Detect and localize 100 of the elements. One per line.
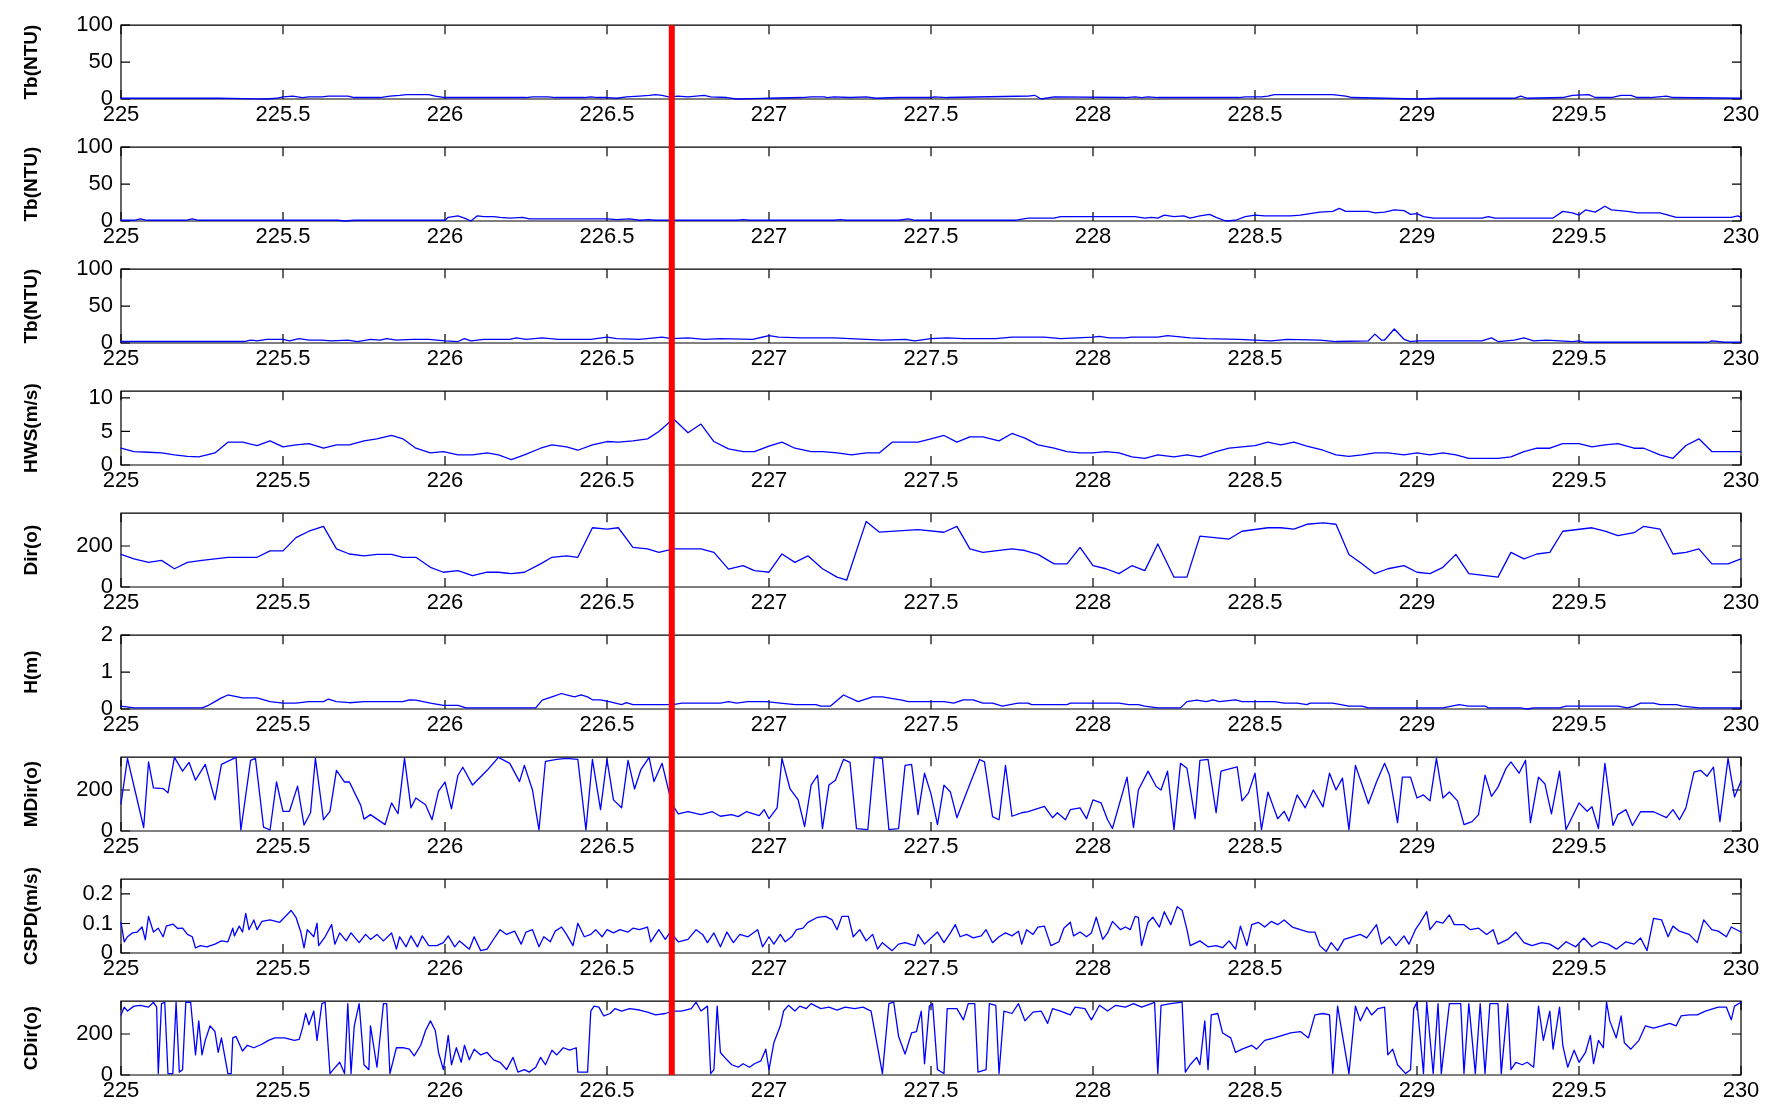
x-tick-label: 230 (1722, 711, 1760, 737)
x-tick-label: 229.5 (1551, 589, 1607, 615)
x-tick-label: 229 (1398, 589, 1436, 615)
x-tick-label: 229.5 (1551, 955, 1607, 981)
x-tick-label: 230 (1722, 833, 1760, 859)
x-tick-label: 227.5 (903, 101, 959, 127)
y-axis-title: HWS(m/s) (19, 383, 41, 473)
x-tick-label: 226 (426, 955, 464, 981)
x-tick-label: 227 (750, 467, 788, 493)
y-tick-label: 50 (88, 48, 113, 74)
x-tick-label: 229.5 (1551, 711, 1607, 737)
x-tick-label: 227 (750, 1077, 788, 1103)
x-tick-label: 227.5 (903, 589, 959, 615)
x-tick-label: 226.5 (579, 345, 635, 371)
x-tick-label: 227.5 (903, 345, 959, 371)
y-tick-label: 200 (76, 776, 113, 802)
x-tick-label: 228.5 (1227, 589, 1283, 615)
y-tick-label: 200 (76, 532, 113, 558)
x-tick-label: 225.5 (255, 711, 311, 737)
x-tick-label: 228 (1074, 101, 1112, 127)
x-tick-label: 229.5 (1551, 833, 1607, 859)
x-tick-label: 227 (750, 223, 788, 249)
x-tick-label: 225.5 (255, 833, 311, 859)
x-tick-label: 229 (1398, 955, 1436, 981)
x-tick-label: 227 (750, 711, 788, 737)
x-tick-label: 229 (1398, 711, 1436, 737)
x-tick-label: 229 (1398, 1077, 1436, 1103)
x-tick-label: 228 (1074, 833, 1112, 859)
x-tick-label: 229.5 (1551, 1077, 1607, 1103)
x-tick-label: 226 (426, 833, 464, 859)
x-tick-label: 227 (750, 101, 788, 127)
y-axis-title: CDir(o) (19, 1005, 41, 1071)
x-tick-label: 226.5 (579, 589, 635, 615)
y-tick-label: 50 (88, 170, 113, 196)
x-tick-label: 230 (1722, 1077, 1760, 1103)
x-tick-label: 229 (1398, 467, 1436, 493)
x-tick-label: 227.5 (903, 955, 959, 981)
x-tick-label: 226.5 (579, 101, 635, 127)
x-tick-label: 226 (426, 1077, 464, 1103)
x-tick-label: 226 (426, 589, 464, 615)
x-tick-label: 230 (1722, 345, 1760, 371)
y-axis-title: MDir(o) (19, 760, 41, 828)
x-tick-label: 226 (426, 223, 464, 249)
x-tick-label: 228.5 (1227, 711, 1283, 737)
x-tick-label: 229 (1398, 345, 1436, 371)
y-tick-label: 100 (76, 11, 113, 37)
x-tick-label: 228 (1074, 467, 1112, 493)
x-tick-label: 227 (750, 955, 788, 981)
x-tick-label: 229 (1398, 101, 1436, 127)
y-tick-label: 0.1 (82, 909, 113, 935)
x-tick-label: 229 (1398, 833, 1436, 859)
x-tick-label: 226 (426, 711, 464, 737)
x-tick-label: 225.5 (255, 955, 311, 981)
x-tick-label: 228.5 (1227, 467, 1283, 493)
y-axis-title: Tb(NTU) (19, 268, 41, 344)
x-tick-label: 227.5 (903, 833, 959, 859)
x-tick-label: 227.5 (903, 1077, 959, 1103)
x-tick-label: 226.5 (579, 1077, 635, 1103)
x-tick-label: 229.5 (1551, 223, 1607, 249)
x-tick-label: 228.5 (1227, 1077, 1283, 1103)
x-tick-label: 227 (750, 833, 788, 859)
x-tick-label: 225.5 (255, 101, 311, 127)
x-tick-label: 226 (426, 345, 464, 371)
y-tick-label: 200 (76, 1020, 113, 1046)
y-tick-label: 0.2 (82, 880, 113, 906)
x-tick-label: 229 (1398, 223, 1436, 249)
x-tick-label: 228 (1074, 589, 1112, 615)
x-tick-label: 226 (426, 101, 464, 127)
x-tick-label: 226.5 (579, 955, 635, 981)
x-tick-label: 228.5 (1227, 833, 1283, 859)
x-tick-label: 230 (1722, 955, 1760, 981)
x-tick-label: 227.5 (903, 467, 959, 493)
y-axis-title: Tb(NTU) (19, 24, 41, 100)
x-tick-label: 227.5 (903, 711, 959, 737)
y-tick-label: 100 (76, 133, 113, 159)
x-tick-label: 230 (1722, 223, 1760, 249)
y-axis-title: Dir(o) (19, 524, 41, 576)
x-tick-label: 227 (750, 589, 788, 615)
y-tick-label: 10 (88, 383, 113, 409)
y-tick-label: 1 (100, 658, 113, 684)
y-axis-title: Tb(NTU) (19, 146, 41, 222)
x-tick-label: 229.5 (1551, 467, 1607, 493)
x-tick-label: 226.5 (579, 833, 635, 859)
x-tick-label: 228 (1074, 223, 1112, 249)
y-tick-label: 2 (100, 621, 113, 647)
x-tick-label: 225.5 (255, 589, 311, 615)
x-tick-label: 228 (1074, 711, 1112, 737)
x-tick-label: 228 (1074, 345, 1112, 371)
x-tick-label: 226.5 (579, 467, 635, 493)
y-axis-title: CSPD(m/s) (19, 867, 41, 966)
y-tick-label: 50 (88, 292, 113, 318)
x-tick-label: 226 (426, 467, 464, 493)
x-tick-label: 227.5 (903, 223, 959, 249)
x-tick-label: 230 (1722, 101, 1760, 127)
x-tick-label: 230 (1722, 467, 1760, 493)
x-tick-label: 230 (1722, 589, 1760, 615)
x-tick-label: 228.5 (1227, 345, 1283, 371)
x-tick-label: 226.5 (579, 223, 635, 249)
x-tick-label: 228 (1074, 955, 1112, 981)
x-tick-label: 228.5 (1227, 955, 1283, 981)
